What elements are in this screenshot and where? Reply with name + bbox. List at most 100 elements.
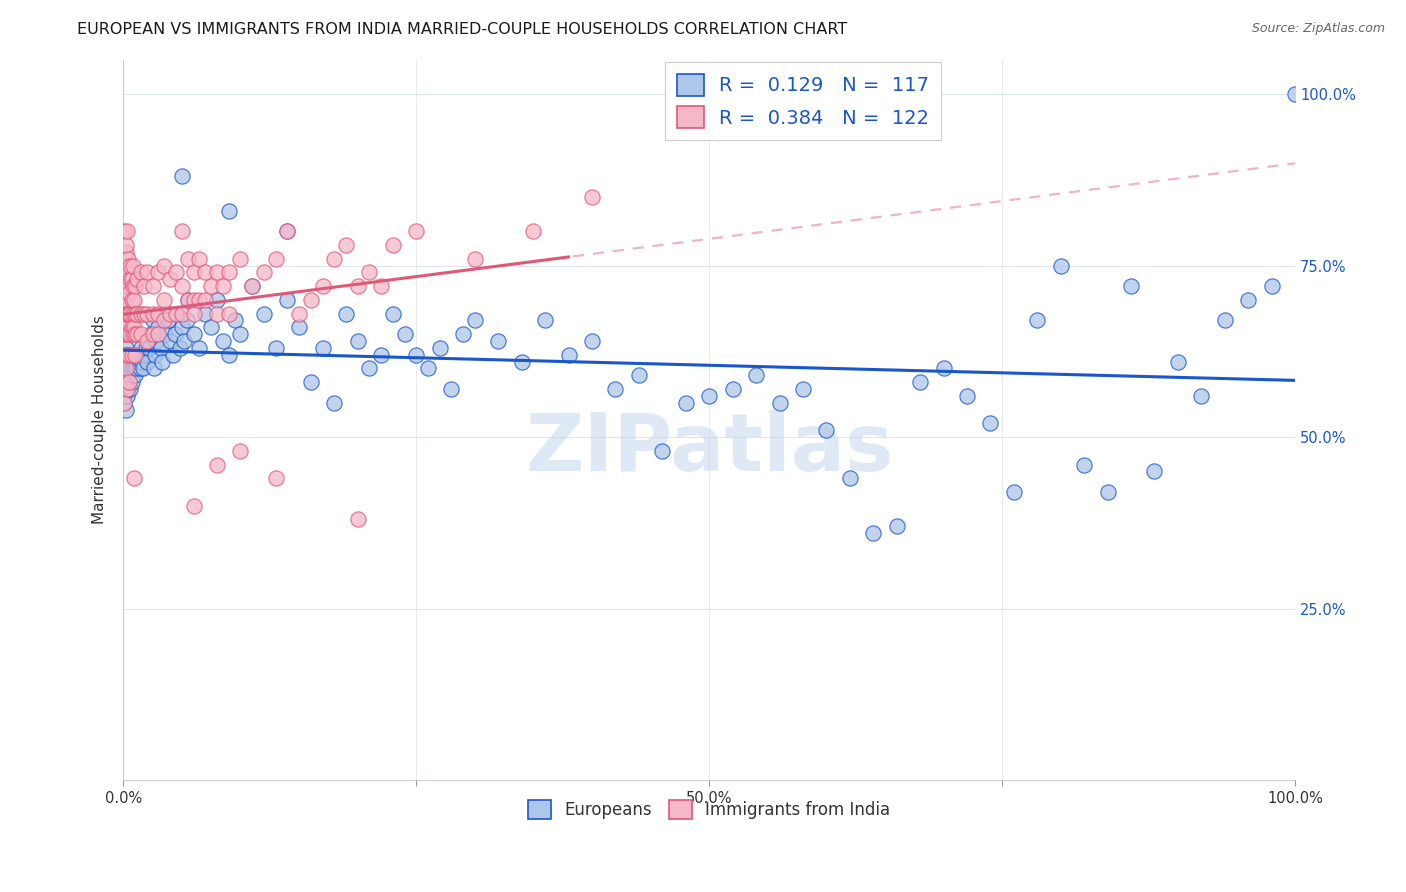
Point <box>134 348 156 362</box>
Point <box>124 354 146 368</box>
Point <box>212 279 235 293</box>
Point <box>165 307 187 321</box>
Point <box>792 382 814 396</box>
Point <box>121 272 143 286</box>
Point <box>114 396 136 410</box>
Point <box>170 307 193 321</box>
Point <box>120 327 142 342</box>
Point <box>183 307 205 321</box>
Point <box>721 382 744 396</box>
Point <box>188 293 211 307</box>
Point <box>118 265 141 279</box>
Point <box>177 293 200 307</box>
Point <box>323 252 346 266</box>
Point <box>240 279 263 293</box>
Point <box>117 307 139 321</box>
Point <box>135 354 157 368</box>
Point <box>299 375 322 389</box>
Point <box>218 307 240 321</box>
Point <box>534 313 557 327</box>
Point <box>394 327 416 342</box>
Point <box>121 293 143 307</box>
Point <box>229 443 252 458</box>
Point <box>148 265 170 279</box>
Point <box>114 348 136 362</box>
Point <box>129 327 152 342</box>
Point <box>886 519 908 533</box>
Point <box>1189 389 1212 403</box>
Point <box>120 307 142 321</box>
Point <box>148 307 170 321</box>
Point <box>114 389 136 403</box>
Point <box>115 259 138 273</box>
Point <box>122 320 145 334</box>
Point <box>862 526 884 541</box>
Point <box>114 354 136 368</box>
Point <box>240 279 263 293</box>
Point <box>156 313 179 327</box>
Point <box>1097 485 1119 500</box>
Point <box>346 279 368 293</box>
Point <box>134 307 156 321</box>
Point <box>121 259 143 273</box>
Point <box>264 471 287 485</box>
Point <box>170 224 193 238</box>
Point <box>370 348 392 362</box>
Point <box>120 259 142 273</box>
Point <box>359 265 381 279</box>
Point <box>120 354 142 368</box>
Point <box>159 307 181 321</box>
Point <box>124 348 146 362</box>
Point <box>159 334 181 348</box>
Point <box>173 334 195 348</box>
Point <box>120 272 142 286</box>
Point <box>122 361 145 376</box>
Point <box>114 348 136 362</box>
Point <box>838 471 860 485</box>
Point <box>121 307 143 321</box>
Point <box>138 341 160 355</box>
Point <box>170 320 193 334</box>
Point <box>557 348 579 362</box>
Point <box>118 361 141 376</box>
Point <box>1260 279 1282 293</box>
Point <box>114 265 136 279</box>
Point <box>115 293 138 307</box>
Point <box>114 244 136 259</box>
Point <box>253 307 276 321</box>
Point <box>815 423 838 437</box>
Point <box>124 368 146 383</box>
Point <box>651 443 673 458</box>
Point <box>114 272 136 286</box>
Point <box>205 458 228 472</box>
Point <box>117 252 139 266</box>
Point <box>120 368 142 383</box>
Point <box>979 417 1001 431</box>
Point <box>129 341 152 355</box>
Point <box>200 279 222 293</box>
Point <box>153 293 176 307</box>
Point <box>276 224 298 238</box>
Point <box>121 368 143 383</box>
Point <box>117 279 139 293</box>
Point <box>124 279 146 293</box>
Point <box>205 265 228 279</box>
Point <box>117 368 139 383</box>
Point <box>128 361 150 376</box>
Point <box>486 334 509 348</box>
Point <box>114 382 136 396</box>
Point <box>908 375 931 389</box>
Point <box>627 368 650 383</box>
Point <box>114 293 136 307</box>
Point <box>121 279 143 293</box>
Point <box>124 307 146 321</box>
Point <box>148 327 170 342</box>
Point <box>114 341 136 355</box>
Point <box>141 327 163 342</box>
Point <box>1143 465 1166 479</box>
Point <box>323 396 346 410</box>
Point <box>131 354 153 368</box>
Point <box>194 307 217 321</box>
Point <box>114 224 136 238</box>
Point <box>121 320 143 334</box>
